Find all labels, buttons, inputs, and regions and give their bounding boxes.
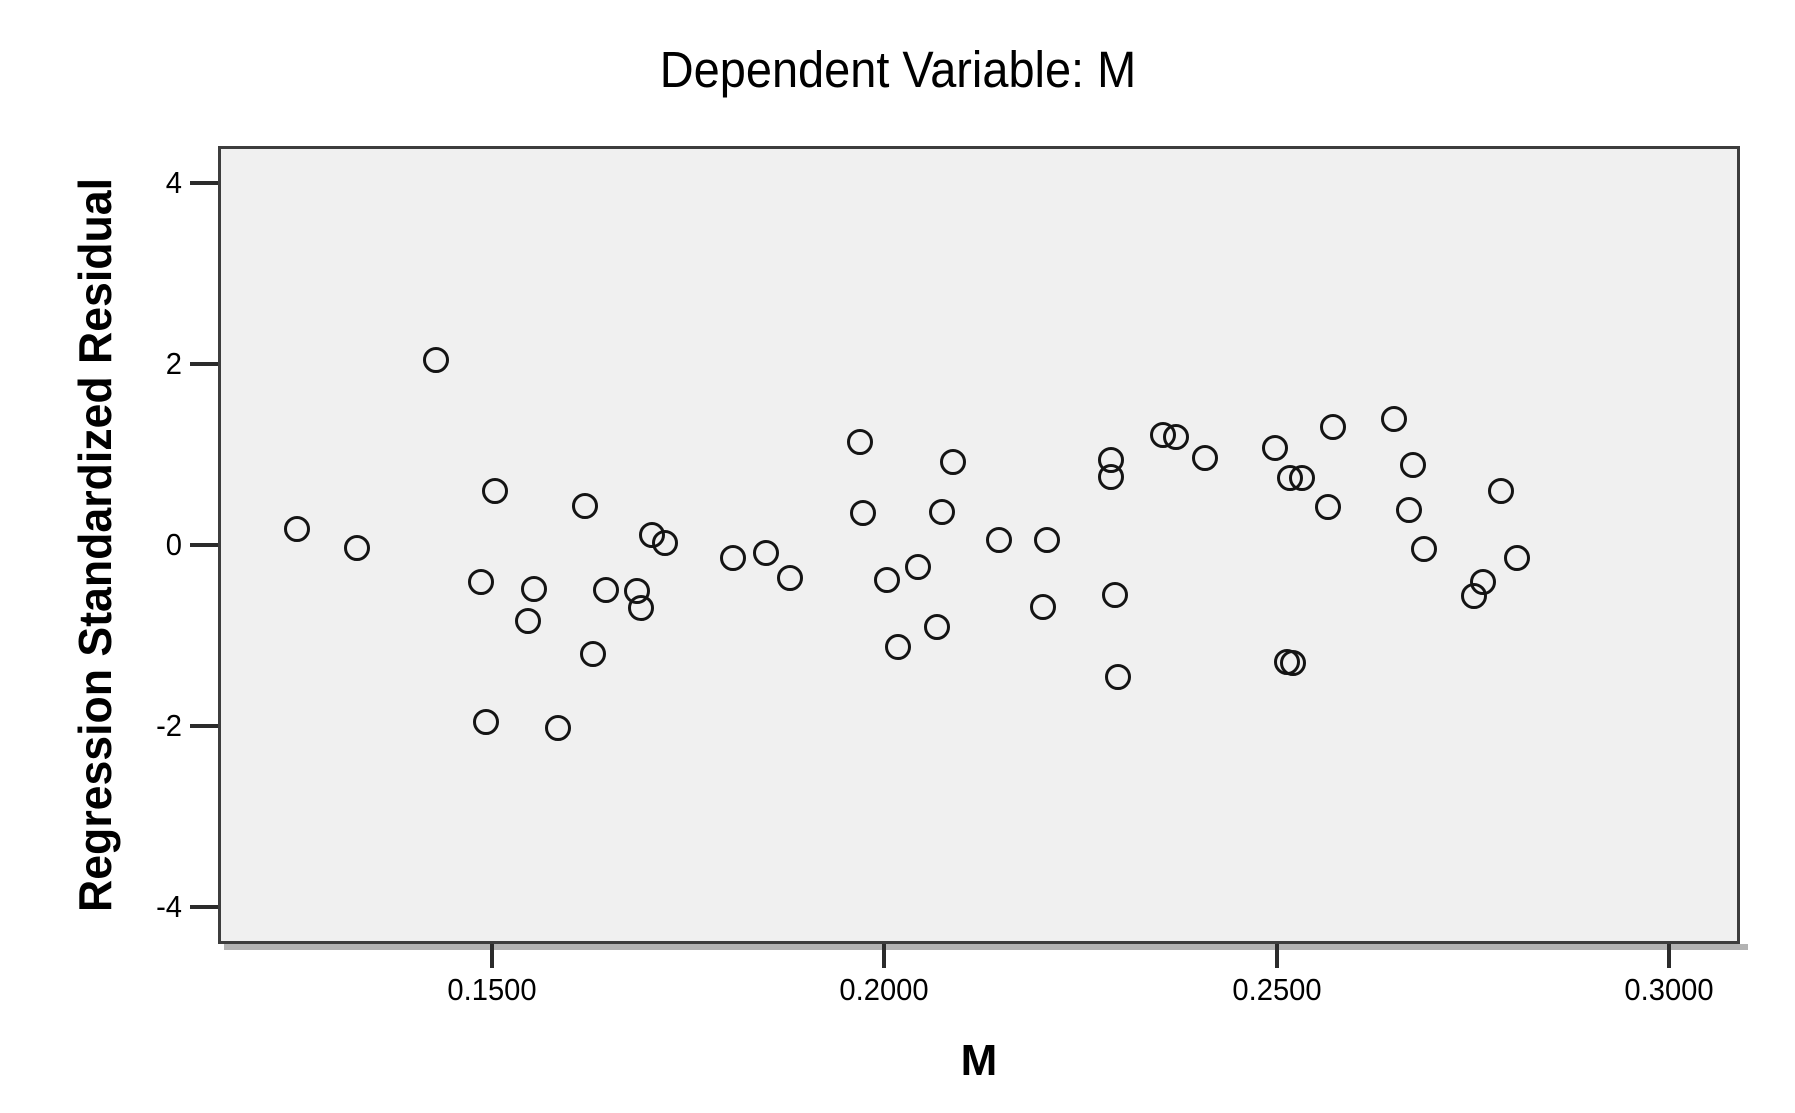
data-point [1033, 526, 1060, 553]
x-tick-label: 0.1500 [447, 972, 537, 1007]
x-tick-label: 0.3000 [1624, 972, 1714, 1007]
data-point [847, 428, 874, 455]
x-tick [882, 944, 887, 968]
data-point [1380, 406, 1407, 433]
data-point [1162, 424, 1189, 451]
data-point [571, 493, 598, 520]
data-point [719, 544, 746, 571]
chart-title: Dependent Variable: M [659, 41, 1136, 98]
data-point [520, 576, 547, 603]
data-point [1104, 664, 1131, 691]
data-point [343, 534, 370, 561]
x-tick-label: 0.2000 [839, 972, 929, 1007]
data-point [752, 540, 779, 567]
x-tick [489, 944, 494, 968]
data-point [1504, 544, 1531, 571]
data-point [423, 347, 450, 374]
data-point [986, 526, 1013, 553]
data-point [1261, 435, 1288, 462]
y-tick-label: -4 [156, 888, 182, 924]
y-tick [190, 543, 218, 547]
plot-area [218, 146, 1740, 944]
data-point [1399, 452, 1426, 479]
data-point [592, 577, 619, 604]
data-point [777, 564, 804, 591]
data-point [1279, 649, 1306, 676]
data-point [1098, 464, 1125, 491]
data-point [472, 709, 499, 736]
x-tick [1667, 944, 1672, 968]
data-point [1410, 535, 1437, 562]
data-point [1314, 494, 1341, 520]
data-point [515, 608, 542, 634]
data-point [924, 614, 950, 641]
data-point [939, 448, 966, 475]
data-point [482, 477, 509, 504]
x-tick [1274, 944, 1279, 968]
data-point [1102, 581, 1129, 608]
data-point [1320, 414, 1347, 441]
data-point [651, 530, 678, 557]
data-point [884, 634, 911, 661]
y-tick [190, 362, 218, 367]
y-tick-label: 4 [165, 165, 182, 201]
y-tick-label: -2 [156, 707, 182, 743]
y-tick-label: 0 [165, 527, 182, 562]
data-point [905, 553, 932, 580]
data-point [1460, 582, 1487, 609]
data-point [1191, 445, 1218, 472]
data-point [1029, 594, 1056, 621]
data-point [850, 500, 877, 527]
plot-frame-shadow [224, 944, 1748, 950]
y-tick [190, 723, 218, 728]
x-axis-label: M [960, 1036, 998, 1085]
data-point [467, 569, 494, 596]
data-point [1487, 477, 1514, 504]
data-point [580, 640, 607, 667]
data-point [928, 499, 955, 526]
y-tick-label: 2 [165, 346, 182, 382]
data-point [1289, 465, 1315, 492]
y-tick [190, 904, 218, 909]
data-point [284, 515, 311, 542]
data-point [544, 714, 571, 741]
y-tick [190, 181, 218, 186]
x-tick-label: 0.2500 [1232, 972, 1322, 1007]
data-point [1395, 496, 1422, 523]
data-point [873, 567, 900, 594]
data-point [628, 595, 655, 622]
